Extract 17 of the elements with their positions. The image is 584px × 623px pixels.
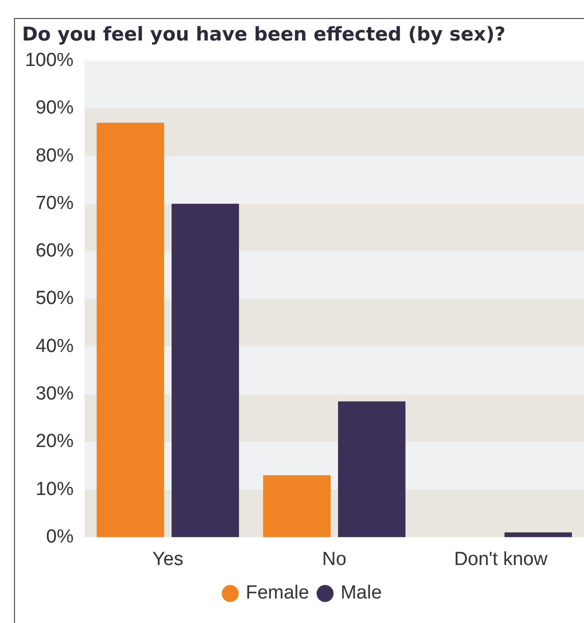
legend-label: Female <box>246 582 310 604</box>
y-tick-label: 0% <box>46 526 74 548</box>
legend-label: Male <box>340 582 382 604</box>
y-tick-label: 90% <box>36 98 74 119</box>
y-tick-label: 50% <box>36 288 74 310</box>
y-tick-label: 20% <box>36 431 74 452</box>
y-tick-label: 80% <box>36 145 74 166</box>
y-tick-label: 70% <box>36 192 74 214</box>
y-tick-label: 10% <box>36 478 74 500</box>
y-tick-label: 100% <box>24 50 74 72</box>
x-tick-label: Yes <box>152 548 184 570</box>
chart-title: Do you feel you have been effected (by sex)? <box>22 23 506 46</box>
y-tick-label: 30% <box>36 384 74 405</box>
y-tick-label: 60% <box>36 240 74 262</box>
x-tick-label: Don't know <box>454 548 548 570</box>
x-tick-label: No <box>322 548 346 570</box>
y-tick-label: 40% <box>36 336 74 357</box>
